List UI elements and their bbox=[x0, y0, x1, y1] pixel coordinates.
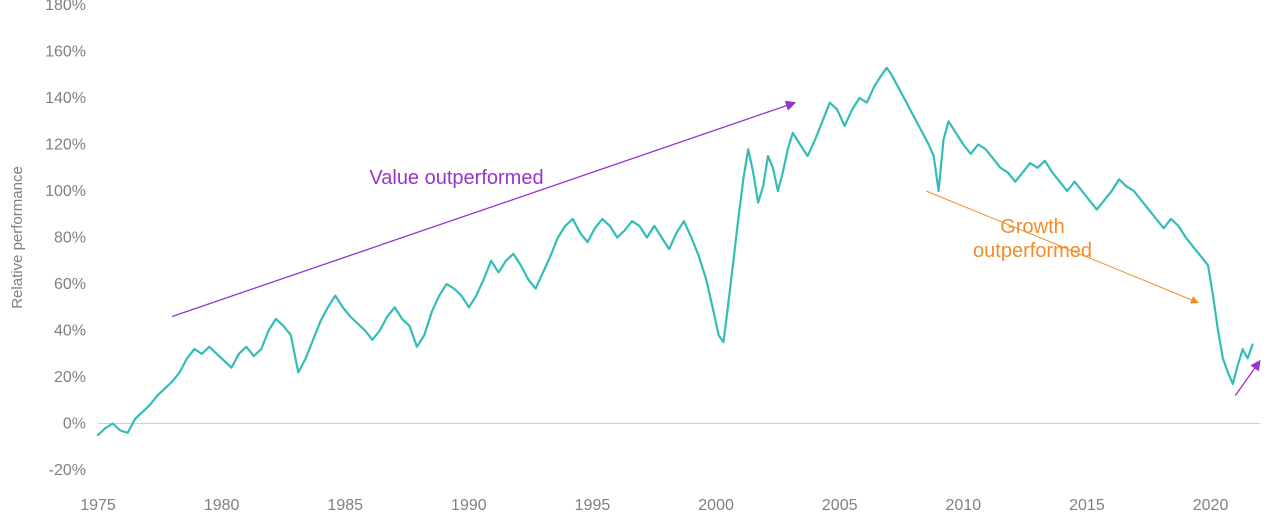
y-tick-label: 180% bbox=[45, 0, 86, 14]
x-tick-label: 1995 bbox=[575, 497, 611, 514]
y-tick-label: 100% bbox=[45, 183, 86, 200]
growth-annotation-2: outperformed bbox=[973, 240, 1092, 262]
value-annotation: Value outperformed bbox=[369, 167, 543, 189]
y-tick-label: 80% bbox=[54, 230, 86, 247]
y-tick-label: 160% bbox=[45, 44, 86, 61]
y-tick-label: 20% bbox=[54, 369, 86, 386]
y-tick-label: 120% bbox=[45, 137, 86, 154]
growth-annotation-1: Growth bbox=[1000, 216, 1064, 238]
line-chart: -20% 0% 20% 40% 60% 80% 100% 120% 140% 160% 180% 19… bbox=[0, 0, 1276, 520]
x-tick-label: 1980 bbox=[204, 497, 240, 514]
x-tick-label: 1975 bbox=[80, 497, 116, 514]
x-tick-label: 2015 bbox=[1069, 497, 1105, 514]
y-tick-label: -20% bbox=[49, 462, 86, 479]
y-tick-label: 40% bbox=[54, 323, 86, 340]
chart-container: -20% 0% 20% 40% 60% 80% 100% 120% 140% 160% 180% 19… bbox=[0, 0, 1276, 520]
x-tick-label: 1985 bbox=[327, 497, 363, 514]
y-tick-label: 0% bbox=[63, 416, 86, 433]
y-tick-label: 60% bbox=[54, 276, 86, 293]
x-tick-label: 2005 bbox=[822, 497, 858, 514]
y-tick-label: 140% bbox=[45, 90, 86, 107]
x-tick-label: 2000 bbox=[698, 497, 734, 514]
x-tick-label: 1990 bbox=[451, 497, 487, 514]
y-axis-title: Relative performance bbox=[9, 166, 26, 309]
x-tick-label: 2020 bbox=[1193, 497, 1229, 514]
x-tick-label: 2010 bbox=[946, 497, 982, 514]
